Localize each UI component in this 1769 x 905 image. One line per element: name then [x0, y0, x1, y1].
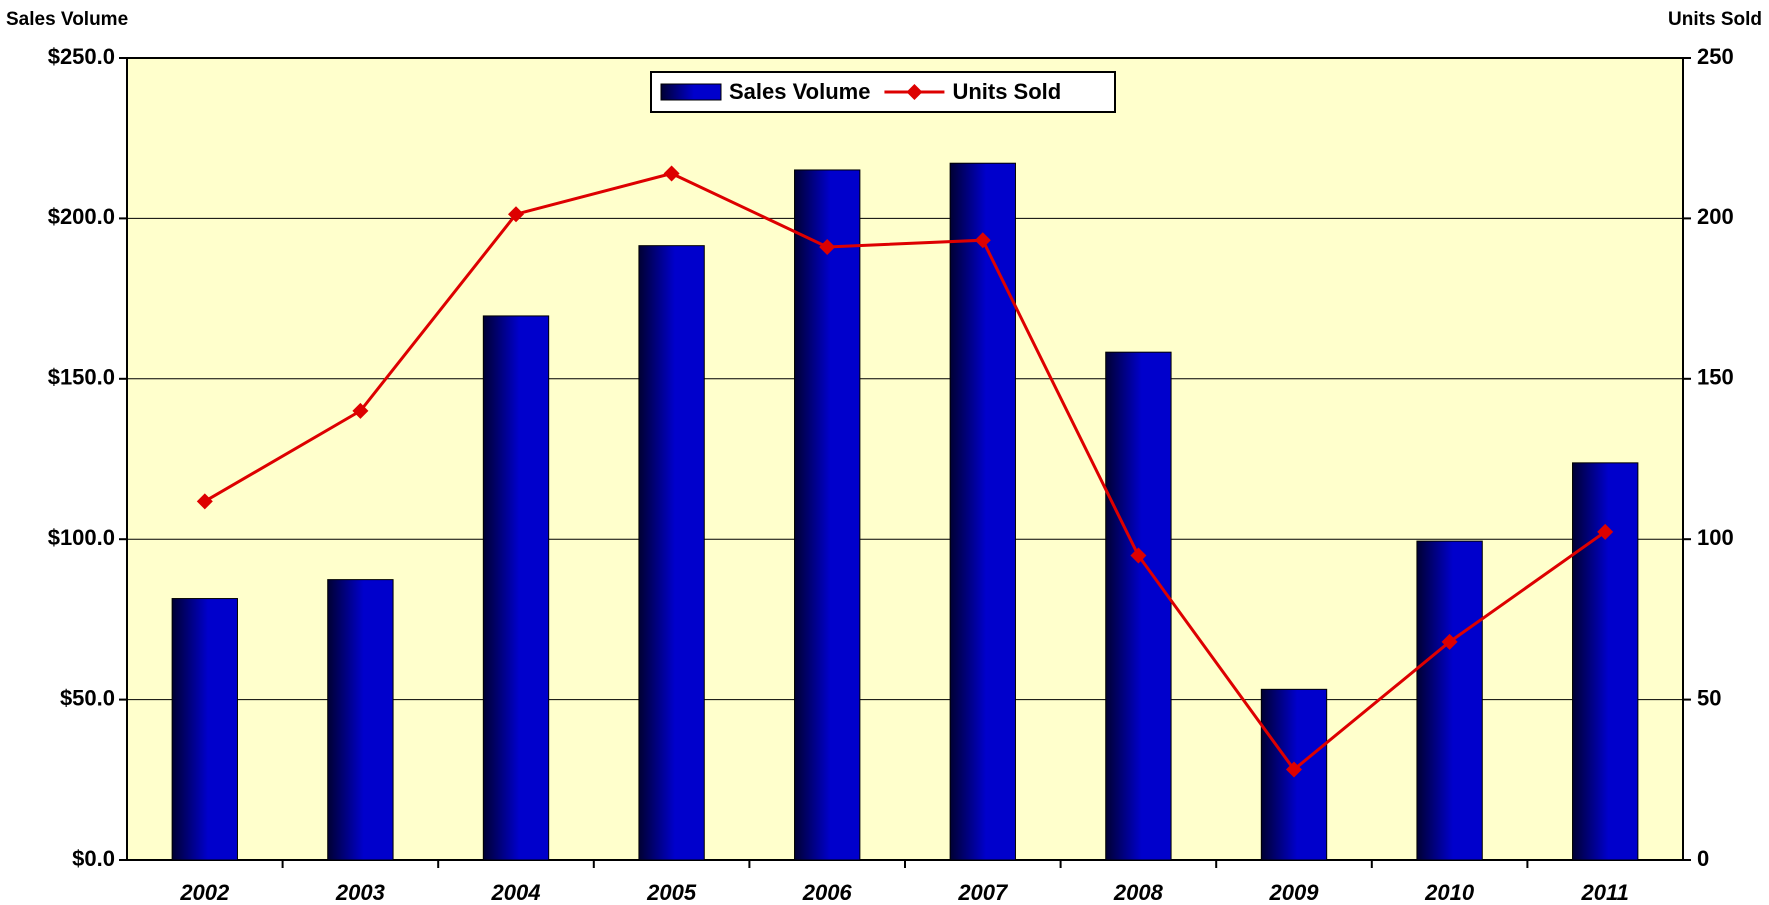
y2-axis-title: Units Sold [1668, 9, 1762, 30]
bar [949, 162, 1016, 861]
marker [508, 206, 524, 223]
marker [1441, 633, 1458, 650]
bar [327, 579, 394, 861]
bar [1105, 351, 1172, 861]
y-tick-label: $50.0 [60, 685, 115, 710]
marker [663, 165, 680, 182]
marker [1597, 523, 1614, 540]
marker [352, 402, 369, 419]
legend-box [650, 71, 1116, 113]
bar [1416, 540, 1483, 861]
x-tick-label: 2010 [1424, 880, 1475, 905]
bar [794, 169, 861, 861]
marker [196, 493, 213, 510]
y-tick-label: $150.0 [48, 365, 115, 390]
x-tick-label: 2007 [957, 880, 1009, 905]
x-tick-label: 2006 [802, 880, 853, 905]
x-tick-label: 2011 [1581, 880, 1629, 905]
marker [819, 238, 836, 255]
legend-marker [906, 84, 923, 100]
x-tick-label: 2005 [646, 880, 697, 905]
y-tick-label: $250.0 [48, 44, 115, 69]
y2-tick-label: 100 [1697, 525, 1734, 550]
y-axis-title: Sales Volume [6, 9, 128, 30]
y-tick-label: $200.0 [48, 204, 115, 229]
bar [482, 315, 550, 861]
y2-tick-label: 150 [1697, 365, 1734, 390]
y-tick-label: $0.0 [72, 846, 115, 871]
marker [974, 232, 991, 249]
legend-label: Sales Volume [729, 79, 870, 104]
y2-tick-label: 200 [1697, 204, 1734, 229]
marker [1286, 761, 1302, 778]
line [204, 171, 1607, 772]
legend-swatch [660, 83, 722, 101]
bar [638, 245, 705, 861]
y2-tick-label: 0 [1697, 846, 1709, 871]
x-tick-label: 2004 [491, 880, 541, 905]
y-tick-label: $100.0 [48, 525, 115, 550]
x-tick-label: 2008 [1113, 880, 1164, 905]
y2-tick-label: 250 [1697, 44, 1734, 69]
x-tick-label: 2003 [335, 880, 385, 905]
marker [1130, 547, 1147, 564]
y2-tick-label: 50 [1697, 685, 1721, 710]
x-tick-label: 2009 [1269, 880, 1320, 905]
bar [171, 598, 238, 861]
bar [1572, 462, 1639, 861]
x-tick-label: 2002 [179, 880, 230, 905]
legend-label: Units Sold [952, 79, 1061, 104]
